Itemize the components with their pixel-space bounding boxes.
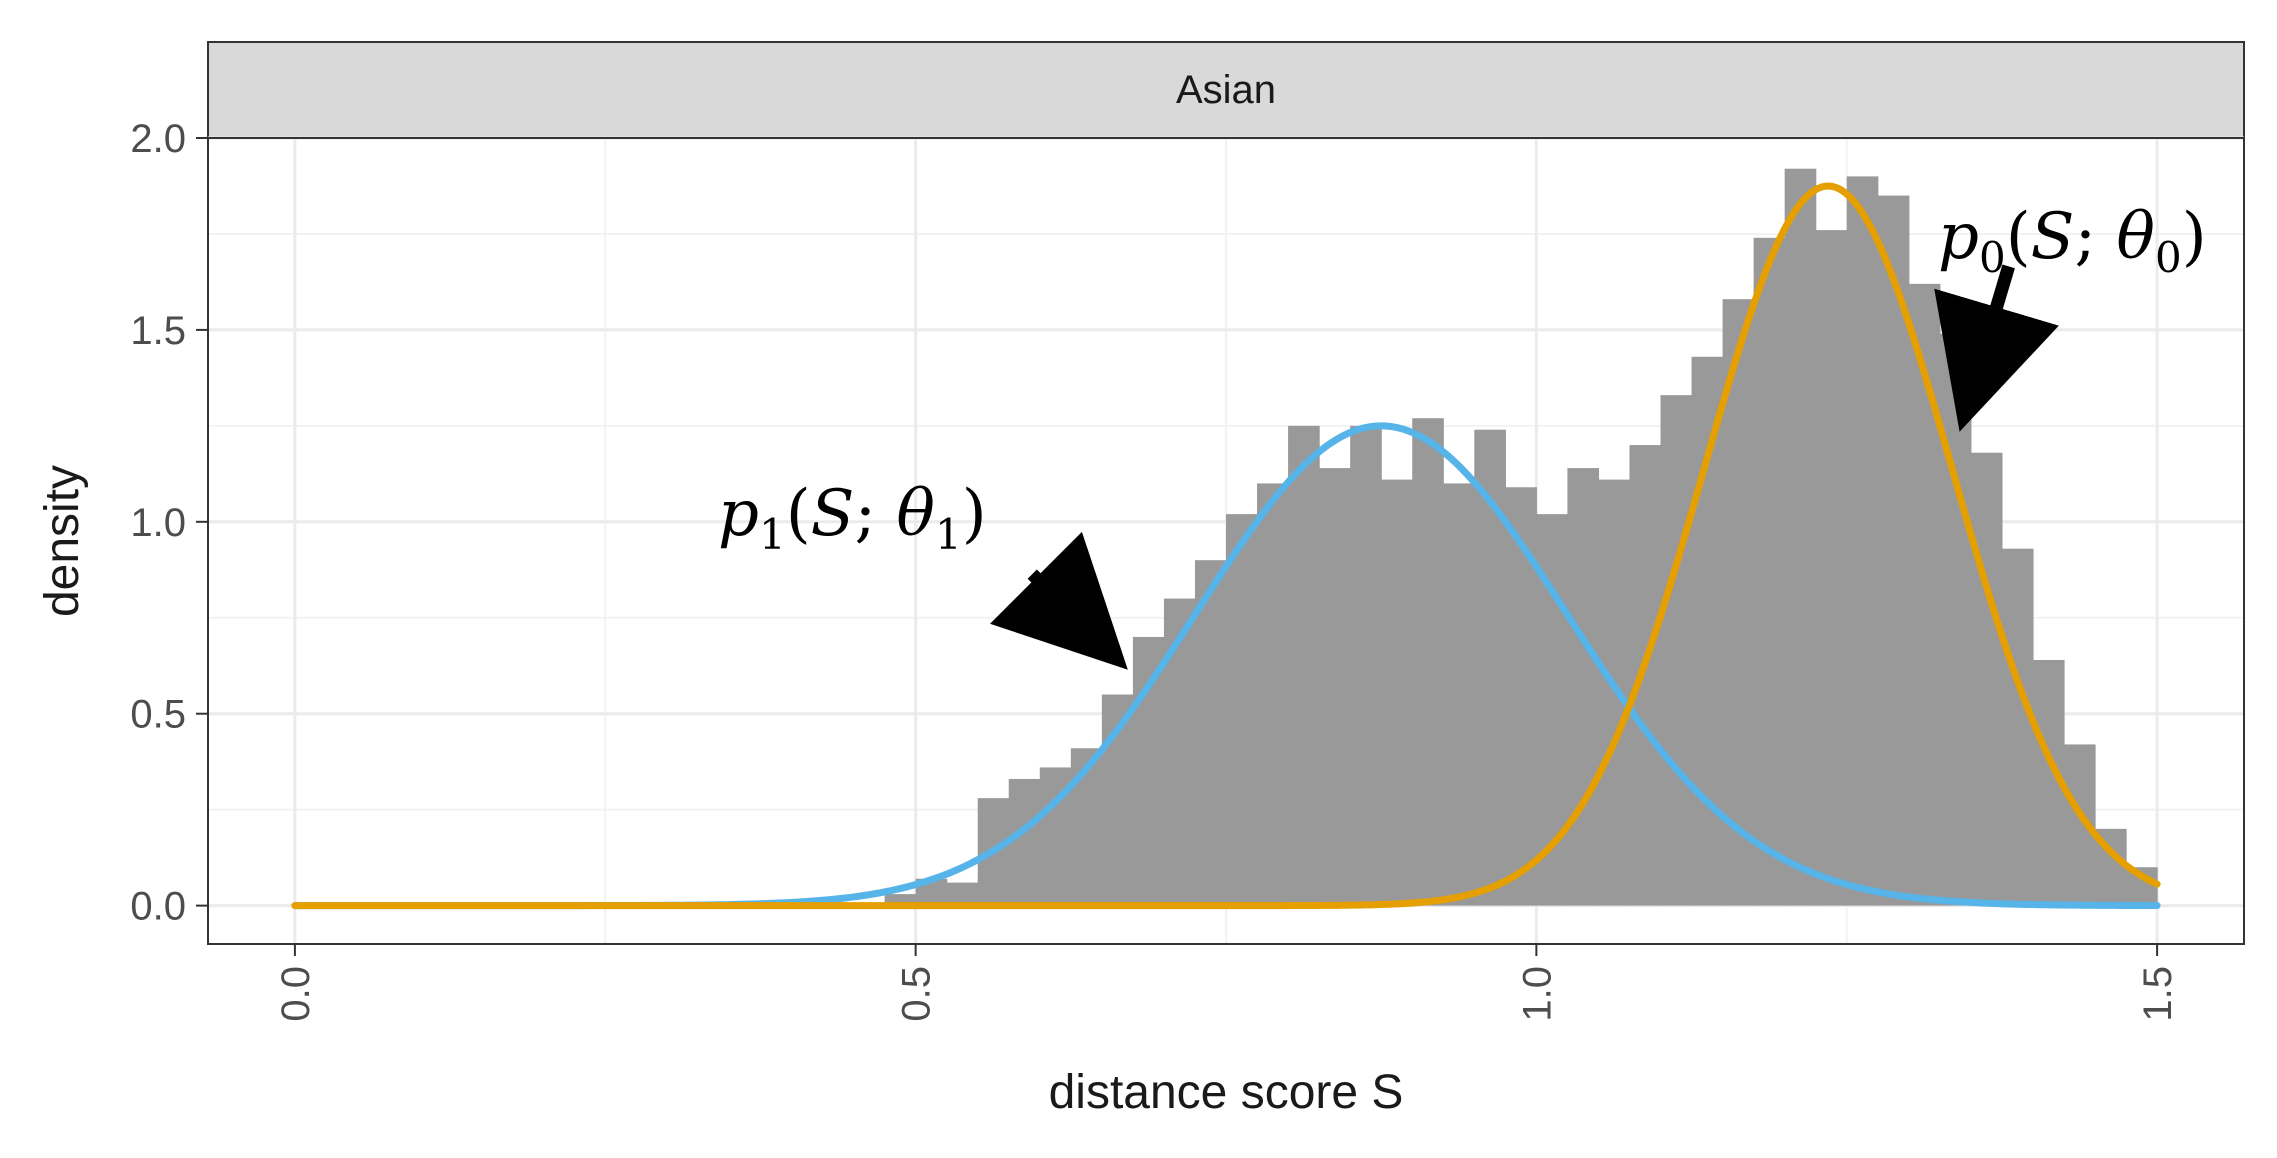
histogram-bar <box>1412 418 1444 906</box>
histogram-bar <box>1194 560 1227 906</box>
x-tick-label: 0.5 <box>895 966 939 1022</box>
histogram-bar <box>1691 356 1724 906</box>
histogram-bar <box>1939 333 1972 906</box>
y-tick-label: 0.5 <box>130 693 186 737</box>
histogram-bar <box>946 882 979 906</box>
histogram-bar <box>2001 548 2034 906</box>
histogram-bar <box>1722 299 1755 906</box>
x-axis-title: distance score S <box>1049 1066 1404 1119</box>
density-curves <box>291 182 2161 910</box>
density-curve-p0 <box>291 182 2161 910</box>
y-tick-label: 1.0 <box>130 501 186 545</box>
y-tick-label: 0.0 <box>130 885 186 929</box>
histogram-bar <box>1288 425 1320 906</box>
histogram-bar <box>1350 425 1382 906</box>
y-tick-label: 1.5 <box>130 309 186 353</box>
panel-border <box>207 137 2245 945</box>
histogram-bar <box>1629 445 1662 906</box>
histogram-bar <box>1474 429 1506 906</box>
y-axis-title: density <box>36 465 89 617</box>
histogram-bar <box>1226 514 1258 906</box>
annotation-p0-arrow <box>1934 264 2059 432</box>
histogram-bar <box>1970 452 2003 906</box>
histogram-bar <box>1319 468 1351 906</box>
histogram-bar <box>1660 395 1693 906</box>
annotation-p1-arrow <box>989 531 1128 670</box>
histogram-bar <box>1008 778 1041 906</box>
histogram-bar <box>1846 176 1879 906</box>
histogram-bar <box>884 894 917 906</box>
histogram-bar <box>1753 237 1786 906</box>
y-axis-ticks: 0.0 0.5 1.0 1.5 2.0 <box>130 117 208 929</box>
x-tick-label: 1.5 <box>2136 966 2180 1022</box>
facet-label: Asian <box>1176 68 1276 112</box>
histogram-bar <box>1443 483 1475 906</box>
x-tick-label: 0.0 <box>274 966 318 1022</box>
histogram-bar <box>1784 168 1817 906</box>
histogram-bar <box>1567 468 1600 906</box>
x-axis-ticks: 0.0 0.5 1.0 1.5 <box>274 944 2180 1022</box>
histogram-bar <box>1257 483 1289 906</box>
histogram-bar <box>1381 479 1413 906</box>
x-tick-label: 1.0 <box>1515 966 1559 1022</box>
y-tick-label: 2.0 <box>130 117 186 161</box>
histogram-bar <box>1070 748 1103 906</box>
histogram-bar <box>1815 230 1848 906</box>
facet-strip <box>207 41 2245 139</box>
histogram-bar <box>1132 636 1165 906</box>
